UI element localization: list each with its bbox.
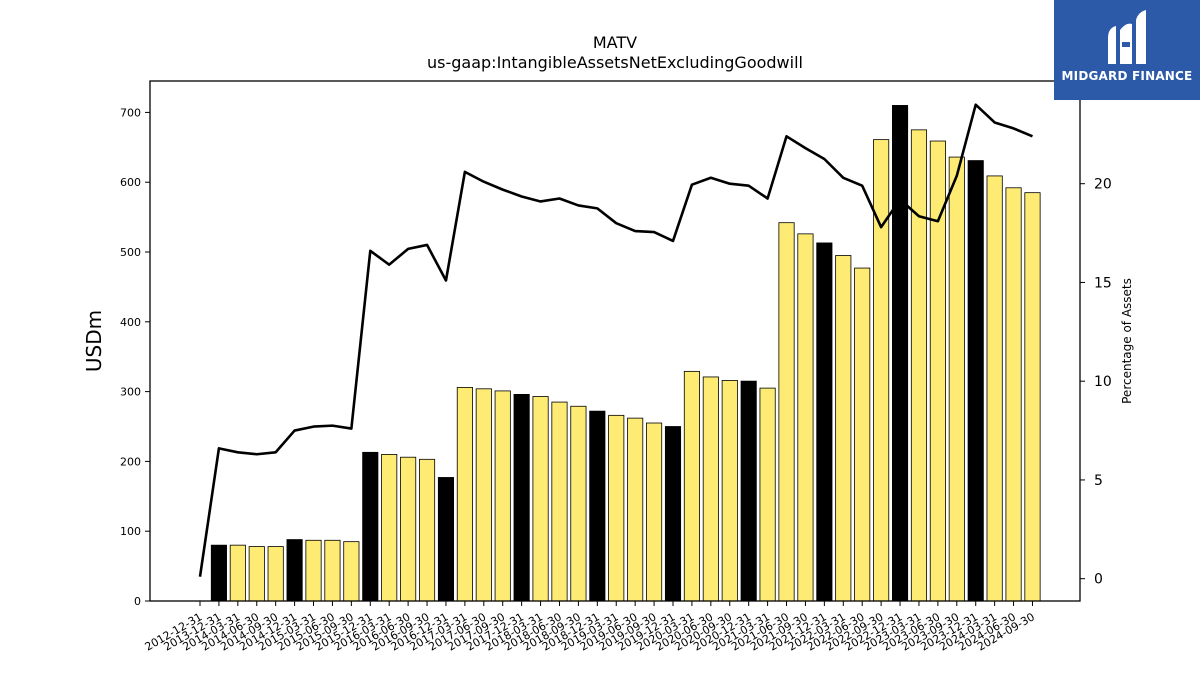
bar-2018-12-31 [589, 410, 606, 602]
bar-2013-12-31 [210, 544, 227, 602]
bar-2016-06-30 [400, 456, 417, 602]
y-axis-left-label: USDm [82, 310, 106, 372]
bar-2016-09-30 [418, 458, 436, 602]
y-left-tick-label-100: 100 [120, 525, 141, 538]
midgard-logo-icon [1108, 10, 1146, 65]
bar-2021-06-30 [778, 222, 795, 602]
bar-2014-03-31 [229, 544, 246, 602]
bar-2016-03-31 [381, 454, 398, 602]
y-left-tick-label-500: 500 [120, 246, 141, 259]
bars-group [210, 105, 1041, 602]
bar-2017-09-30 [494, 390, 511, 602]
bar-2023-12-31 [967, 160, 984, 602]
bar-2022-06-30 [854, 267, 871, 602]
bar-2018-03-31 [532, 396, 549, 602]
y-left-tick-label-0: 0 [134, 595, 141, 608]
y-left-tick-label-600: 600 [120, 176, 141, 189]
y-left-tick-label-700: 700 [120, 106, 141, 119]
bar-2022-09-30 [873, 139, 890, 602]
bar-2017-03-31 [456, 387, 473, 602]
bar-2019-09-30 [646, 422, 663, 602]
bar-2019-03-31 [608, 414, 625, 602]
bar-2021-03-31 [759, 387, 776, 602]
bar-2018-06-30 [551, 401, 568, 602]
bar-2024-03-31 [986, 175, 1003, 602]
bar-2022-12-31 [891, 105, 909, 602]
y-left-tick-label-400: 400 [120, 316, 141, 329]
bar-2015-03-31 [305, 539, 322, 602]
bar-2020-09-30 [721, 380, 738, 602]
y-left-tick-label-300: 300 [120, 386, 141, 399]
bar-2024-06-30 [1005, 187, 1022, 602]
y-left-tick-label-200: 200 [120, 455, 141, 468]
y-right-tick-label-10: 10 [1094, 374, 1112, 390]
bar-2014-06-30 [248, 546, 265, 602]
chart-title: MATV [593, 33, 637, 52]
axes-group: 0100200300400500600700051015202012-12-31… [120, 80, 1112, 654]
y-axis-right-label: Percentage of Assets [1120, 278, 1134, 404]
y-right-tick-label-0: 0 [1094, 572, 1103, 588]
bar-2020-06-30 [702, 376, 719, 602]
bar-2017-06-30 [475, 388, 492, 602]
bar-2018-09-30 [570, 405, 587, 602]
bar-2015-06-30 [324, 539, 341, 602]
bar-2019-06-30 [627, 417, 644, 602]
bar-2015-09-30 [343, 541, 360, 602]
bar-2024-09-30 [1024, 192, 1041, 602]
bar-2021-09-30 [797, 233, 814, 602]
bar-2020-03-31 [683, 370, 700, 602]
bar-2015-12-31 [362, 451, 379, 602]
bar-2022-03-31 [835, 255, 852, 602]
brand-logo: MIDGARD FINANCE [1054, 0, 1200, 100]
bar-2020-12-31 [740, 380, 757, 602]
bar-2014-12-31 [286, 539, 303, 602]
plot-frame [149, 80, 1081, 602]
line-group [198, 103, 1033, 577]
bar-2021-12-31 [816, 242, 833, 602]
bar-2016-12-31 [437, 477, 455, 602]
brand-name: MIDGARD FINANCE [1061, 69, 1193, 83]
y-right-tick-label-15: 15 [1094, 275, 1112, 291]
bar-2023-09-30 [948, 156, 965, 602]
chart-subtitle: us-gaap:IntangibleAssetsNetExcludingGood… [427, 53, 803, 72]
bar-2019-12-31 [664, 426, 682, 602]
y-right-tick-label-20: 20 [1094, 177, 1112, 193]
y-right-tick-label-5: 5 [1094, 473, 1103, 489]
percentage-line [198, 103, 1033, 577]
bar-2014-09-30 [267, 546, 284, 602]
bar-2017-12-31 [513, 393, 530, 602]
bar-2023-03-31 [910, 129, 928, 602]
